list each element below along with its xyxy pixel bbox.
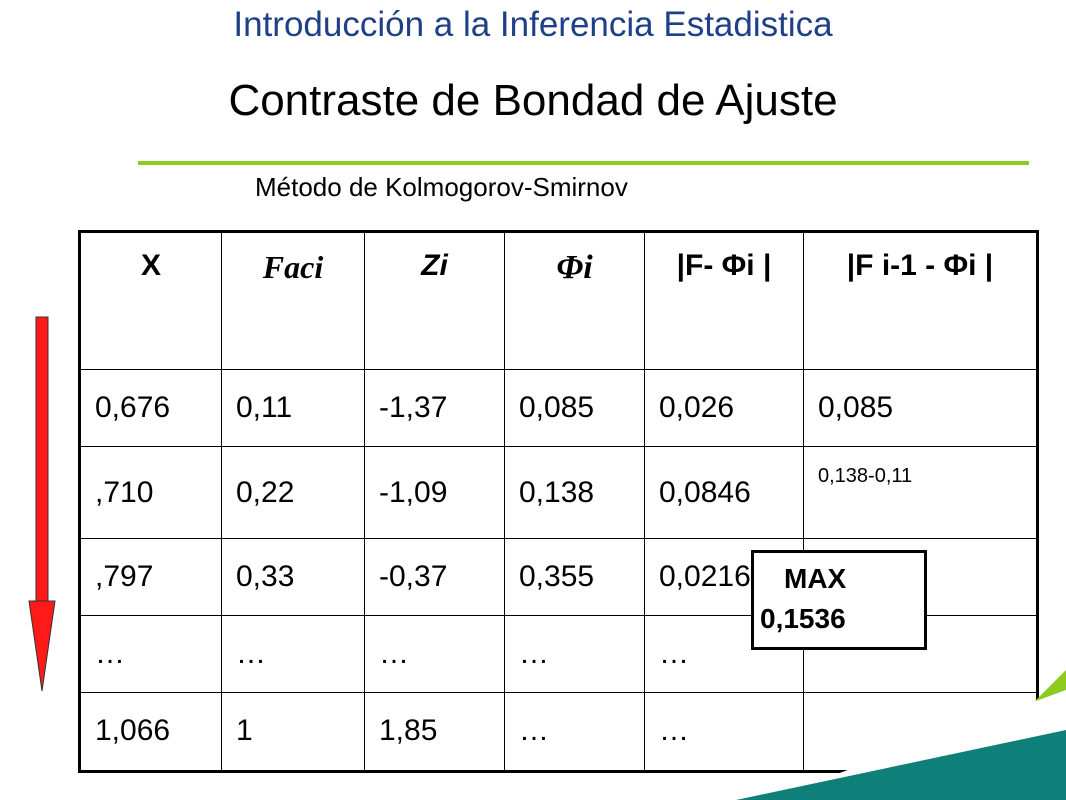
table-cell: 1,85 bbox=[364, 691, 505, 773]
header-faci: Faci bbox=[221, 231, 365, 370]
table-cell: … bbox=[504, 615, 645, 693]
table-cell: -1,37 bbox=[364, 369, 505, 447]
table-row: ,710 0,22 -1,09 0,138 0,0846 0,138-0,11 bbox=[79, 445, 1038, 540]
table-cell: … bbox=[644, 691, 804, 773]
max-box: MAX 0,1536 bbox=[751, 550, 927, 650]
table-cell: … bbox=[504, 691, 645, 773]
header-phi: Φi bbox=[504, 231, 645, 370]
corner-decoration bbox=[736, 670, 1066, 800]
table-row: 0,676 0,11 -1,37 0,085 0,026 0,085 bbox=[79, 369, 1038, 447]
table-header-row: X Faci Zi Φi |F- Φi | |F i-1 - Φi | bbox=[79, 231, 1038, 370]
green-divider bbox=[138, 161, 1029, 165]
table-cell: -0,37 bbox=[364, 538, 505, 616]
table-cell: ,710 bbox=[79, 445, 222, 540]
method-label: Método de Kolmogorov-Smirnov bbox=[255, 172, 628, 202]
table-cell: 0,11 bbox=[221, 369, 365, 447]
header-abs-diff: |F- Φi | bbox=[644, 231, 804, 370]
table-row: … … … … … bbox=[79, 615, 1038, 693]
table-cell: 1,066 bbox=[79, 691, 222, 773]
table-cell: … bbox=[364, 615, 505, 693]
table-cell: 0,085 bbox=[504, 369, 645, 447]
table-cell: … bbox=[221, 615, 365, 693]
table-cell: 0,0846 bbox=[644, 445, 804, 540]
down-arrow-icon bbox=[28, 316, 56, 692]
table-cell: 0,33 bbox=[221, 538, 365, 616]
table-cell: 0,22 bbox=[221, 445, 365, 540]
table-cell: 0,138-0,11 bbox=[803, 445, 1038, 540]
table-cell: 0,026 bbox=[644, 369, 804, 447]
slide-title: Introducción a la Inferencia Estadistica bbox=[233, 5, 833, 44]
table-cell: 0,355 bbox=[504, 538, 645, 616]
max-value: 0,1536 bbox=[760, 603, 846, 634]
table-cell: ,797 bbox=[79, 538, 222, 616]
header-x: X bbox=[79, 231, 222, 370]
table-cell: 0,138 bbox=[504, 445, 645, 540]
table-cell: 0,676 bbox=[79, 369, 222, 447]
table-cell: -1,09 bbox=[364, 445, 505, 540]
slide-subtitle: Contraste de Bondad de Ajuste bbox=[228, 76, 838, 125]
header-abs-diff-prev: |F i-1 - Φi | bbox=[803, 231, 1038, 370]
table-cell: … bbox=[79, 615, 222, 693]
max-label: MAX bbox=[784, 563, 847, 594]
table-cell: 0,085 bbox=[803, 369, 1038, 447]
header-zi: Zi bbox=[364, 231, 505, 370]
table-cell: 1 bbox=[221, 691, 365, 773]
